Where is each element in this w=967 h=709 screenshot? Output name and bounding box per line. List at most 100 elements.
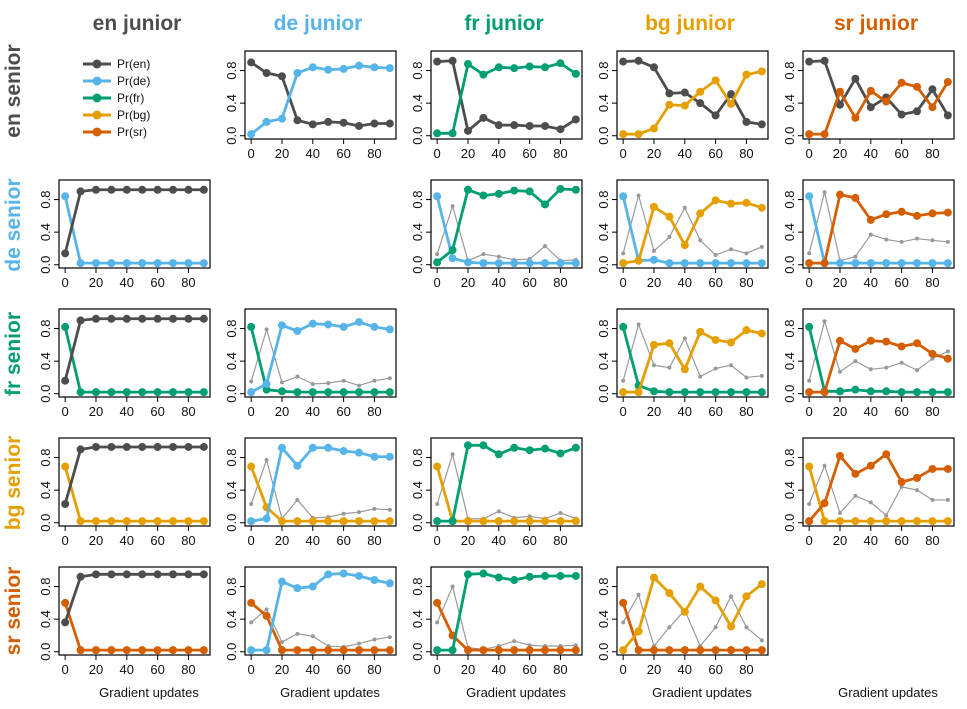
data-point-fr — [510, 186, 519, 195]
y-tick-label: 0.0 — [782, 127, 797, 145]
x-tick-label: 80 — [553, 275, 567, 290]
data-point-other — [435, 502, 440, 506]
data-point-de — [370, 452, 379, 461]
x-tick-label: 0 — [620, 275, 627, 290]
data-point-de — [882, 259, 891, 268]
x-tick-label: 20 — [275, 662, 289, 677]
data-point-sr — [76, 646, 85, 655]
x-tick-label: 80 — [367, 533, 381, 548]
data-point-sr — [757, 646, 766, 655]
data-point-en — [262, 69, 271, 77]
data-point-de — [448, 254, 457, 263]
data-point-bg — [649, 573, 658, 582]
y-tick-label: 0.8 — [782, 191, 797, 209]
data-point-other — [310, 381, 315, 386]
data-point-en — [324, 117, 333, 126]
data-point-fr — [571, 443, 580, 452]
data-point-other — [651, 363, 656, 368]
y-tick-label: 0.0 — [596, 643, 611, 661]
x-tick-label: 60 — [708, 662, 722, 677]
y-tick-label: 0.8 — [410, 62, 425, 80]
x-tick-label: 20 — [647, 404, 661, 419]
data-point-sr — [943, 354, 952, 363]
data-point-fr — [571, 185, 580, 194]
data-point-de — [835, 259, 844, 268]
y-tick-label: 0.0 — [596, 256, 611, 274]
panel-frame — [616, 179, 769, 269]
x-tick-label: 80 — [925, 533, 939, 548]
data-point-other — [496, 254, 501, 259]
data-point-bg — [742, 326, 751, 335]
data-point-other — [435, 620, 440, 625]
series-line-de — [250, 446, 390, 523]
data-point-de — [76, 259, 85, 268]
series-line-bg — [622, 198, 763, 265]
series-line-bg — [63, 466, 204, 523]
x-tick-label: 40 — [120, 404, 134, 419]
data-point-bg — [649, 124, 658, 133]
data-point-bg — [665, 589, 674, 598]
data-point-de — [293, 584, 302, 593]
data-point-de — [339, 447, 348, 456]
data-point-sr — [913, 82, 922, 91]
data-point-en — [463, 126, 472, 135]
data-point-en — [61, 618, 70, 627]
data-point-other — [264, 458, 269, 462]
data-point-sr — [866, 215, 875, 224]
data-point-bg — [634, 388, 643, 397]
data-point-bg — [757, 580, 766, 589]
series-line-other — [436, 205, 576, 262]
y-tick-label: 0.4 — [596, 223, 611, 241]
panel-en-fr: 0.0 0.4 0.8 0 20 40 60 80 — [410, 50, 583, 161]
data-point-de — [247, 388, 256, 397]
panel-en-sr: 0.0 0.4 0.8 0 20 40 60 80 — [782, 50, 955, 161]
series-line-en — [63, 572, 204, 623]
legend-label: Pr(bg) — [117, 108, 150, 122]
data-point-other — [744, 625, 749, 630]
x-tick-label: 20 — [833, 275, 847, 290]
data-point-fr — [541, 63, 550, 72]
data-point-other — [713, 625, 718, 630]
data-point-en — [153, 314, 162, 323]
data-point-bg — [711, 196, 720, 205]
x-tick-label: 60 — [150, 404, 164, 419]
y-tick-label: 0.0 — [224, 643, 239, 661]
data-point-fr — [448, 517, 457, 526]
data-point-fr — [385, 388, 394, 397]
data-point-fr — [913, 388, 922, 397]
data-point-de — [479, 259, 488, 268]
panel-de-sr: 0.0 0.4 0.8 0 20 40 60 80 — [782, 179, 955, 290]
data-point-sr — [913, 473, 922, 482]
data-point-de — [757, 259, 766, 268]
x-tick-label: 80 — [553, 662, 567, 677]
x-tick-label: 0 — [248, 404, 255, 419]
data-point-bg — [494, 517, 503, 526]
data-point-other — [822, 463, 827, 468]
series-line-fr — [249, 326, 390, 394]
series-line-bg — [623, 70, 763, 136]
data-point-bg — [355, 517, 364, 526]
x-tick-label: 20 — [89, 662, 103, 677]
data-point-de — [541, 259, 550, 268]
data-point-other — [279, 380, 284, 385]
data-point-fr — [571, 69, 580, 78]
data-point-de — [805, 192, 814, 201]
y-tick-label: 0.8 — [410, 449, 425, 467]
data-point-sr — [665, 646, 674, 655]
series-line-en — [63, 188, 204, 254]
data-point-other — [837, 510, 842, 515]
series-line-other — [808, 320, 949, 381]
data-point-other — [713, 366, 718, 371]
data-point-sr — [866, 336, 875, 345]
x-axis-label: Gradient updates — [652, 685, 752, 700]
data-point-de — [308, 319, 317, 328]
column-title-fr: fr junior — [464, 12, 543, 35]
x-tick-label: 20 — [89, 404, 103, 419]
data-point-other — [807, 378, 812, 383]
data-point-fr — [897, 388, 906, 397]
data-point-de — [293, 461, 302, 470]
x-tick-label: 40 — [492, 275, 506, 290]
data-point-bg — [727, 622, 736, 631]
data-point-fr — [433, 646, 442, 655]
data-point-sr — [339, 646, 348, 655]
